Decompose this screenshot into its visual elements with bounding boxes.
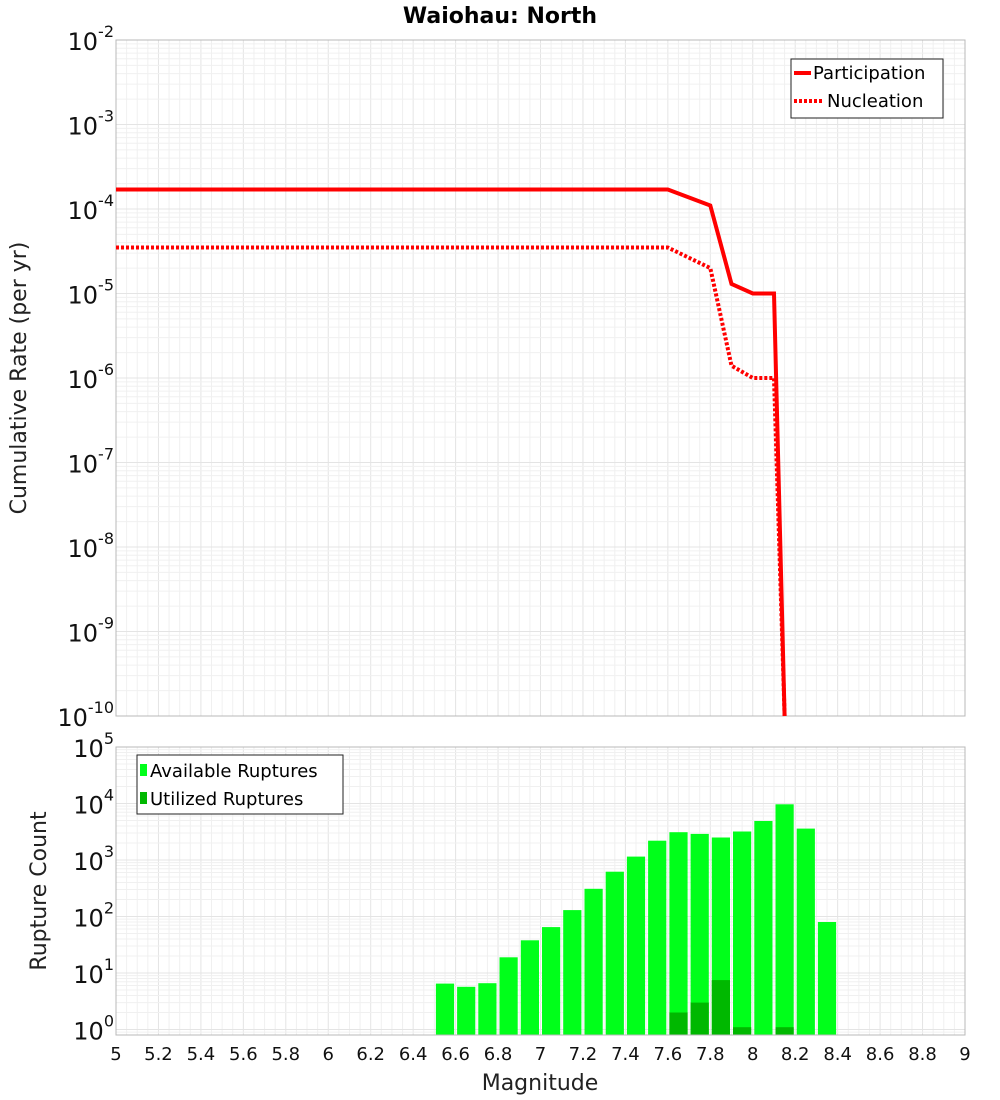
x-tick-label: 5.4 <box>187 1044 216 1065</box>
y-tick-label-bottom: 105 <box>73 729 114 763</box>
x-tick-label: 6 <box>323 1044 334 1065</box>
top-legend: Participation Nucleation <box>790 58 944 119</box>
utilized-ruptures-bar <box>669 1012 688 1035</box>
available-ruptures-bar <box>754 821 773 1035</box>
y-tick-label-bottom: 101 <box>73 955 114 989</box>
x-tick-label: 8.4 <box>823 1044 852 1065</box>
x-tick-label: 5.6 <box>229 1044 258 1065</box>
bottom-plot-frame <box>115 746 966 1036</box>
available-ruptures-bar <box>817 922 837 1035</box>
top-y-axis-label: Cumulative Rate (per yr) <box>7 242 32 515</box>
available-ruptures-bar <box>435 983 455 1035</box>
utilized-ruptures-bar <box>775 1027 794 1035</box>
y-tick-label-bottom: 104 <box>73 786 114 820</box>
participation-line <box>116 187 787 717</box>
x-tick-label: 7.8 <box>696 1044 725 1065</box>
utilized-legend-label: Utilized Ruptures <box>150 789 303 810</box>
bottom-y-tick-labels: 100 101 102 103 104 105 <box>73 729 114 1046</box>
available-ruptures-bar <box>478 983 497 1035</box>
available-ruptures-bar <box>626 856 646 1035</box>
y-tick-label: 10-9 <box>68 614 115 648</box>
y-tick-label-bottom: 100 <box>73 1012 114 1046</box>
x-tick-label: 6.4 <box>399 1044 428 1065</box>
y-tick-label: 10-2 <box>68 22 115 56</box>
y-tick-label: 10-5 <box>68 276 115 310</box>
x-tick-label: 6.8 <box>484 1044 513 1065</box>
available-ruptures-bar <box>563 910 582 1035</box>
x-tick-label: 5.8 <box>271 1044 300 1065</box>
available-ruptures-bar <box>796 828 815 1035</box>
x-tick-label: 9 <box>959 1044 970 1065</box>
x-tick-label: 8.6 <box>866 1044 895 1065</box>
available-ruptures-bar <box>542 927 561 1035</box>
top-legend-box <box>790 58 944 119</box>
x-tick-labels: 5 5.2 5.4 5.6 5.8 6 6.2 6.4 6.6 6.8 7 7.2 7.4 7.6 7.8 8… <box>110 1044 970 1065</box>
x-tick-label: 5.2 <box>144 1044 173 1065</box>
available-legend-swatch <box>140 764 147 776</box>
y-tick-label: 10-10 <box>57 698 114 732</box>
available-ruptures-bar <box>457 986 476 1035</box>
y-tick-label: 10-3 <box>68 107 115 141</box>
x-tick-label: 8.8 <box>908 1044 937 1065</box>
x-tick-label: 8 <box>747 1044 758 1065</box>
rupture-bars <box>435 804 837 1035</box>
available-ruptures-bar <box>669 832 688 1035</box>
x-tick-label: 8.2 <box>781 1044 810 1065</box>
available-ruptures-bar <box>605 871 624 1035</box>
y-tick-label: 10-6 <box>68 360 115 394</box>
available-ruptures-bar <box>499 957 518 1035</box>
x-tick-label: 7 <box>535 1044 546 1065</box>
y-tick-label-bottom: 102 <box>73 899 114 933</box>
available-ruptures-bar <box>648 840 667 1035</box>
utilized-ruptures-bar <box>690 1002 709 1035</box>
x-tick-label: 7.2 <box>569 1044 598 1065</box>
rate-series <box>116 187 787 717</box>
available-ruptures-bar <box>584 888 603 1035</box>
available-ruptures-bar <box>775 804 794 1035</box>
top-y-tick-labels: 10-10 10-9 10-8 10-7 10-6 10-5 10-4 10-3 10-2 <box>57 22 114 732</box>
y-tick-label: 10-4 <box>68 191 115 225</box>
chart-title: Waiohau: North <box>403 4 597 29</box>
available-ruptures-bar <box>520 940 539 1035</box>
x-tick-label: 6.6 <box>441 1044 470 1065</box>
available-legend-label: Available Ruptures <box>150 761 318 782</box>
available-ruptures-bar <box>690 833 709 1035</box>
top-gridlines <box>115 40 966 717</box>
x-tick-label: 6.2 <box>356 1044 385 1065</box>
nucleation-legend-label: Nucleation <box>827 91 923 112</box>
rupture-count-panel: 100 101 102 103 104 105 Rupture Count Availab… <box>27 729 966 1046</box>
top-plot-frame <box>115 39 966 717</box>
y-tick-label: 10-7 <box>68 445 115 479</box>
bottom-legend: Available Ruptures Utilized Ruptures <box>136 754 344 815</box>
x-tick-label: 7.6 <box>654 1044 683 1065</box>
x-axis-label: Magnitude <box>482 1071 599 1096</box>
y-tick-label-bottom: 103 <box>73 842 114 876</box>
utilized-legend-swatch <box>140 792 147 804</box>
x-tick-label: 5 <box>110 1044 121 1065</box>
participation-legend-label: Participation <box>813 63 925 84</box>
bottom-legend-box <box>136 754 344 815</box>
utilized-ruptures-bar <box>711 980 730 1035</box>
available-ruptures-bar <box>733 831 752 1035</box>
bottom-y-axis-label: Rupture Count <box>27 811 52 971</box>
x-tick-label: 7.4 <box>611 1044 640 1065</box>
cumulative-rate-panel: 10-10 10-9 10-8 10-7 10-6 10-5 10-4 10-3 10-2 Cu… <box>7 22 966 732</box>
y-tick-label: 10-8 <box>68 529 115 563</box>
nucleation-line <box>116 245 787 717</box>
utilized-ruptures-bar <box>733 1027 752 1035</box>
